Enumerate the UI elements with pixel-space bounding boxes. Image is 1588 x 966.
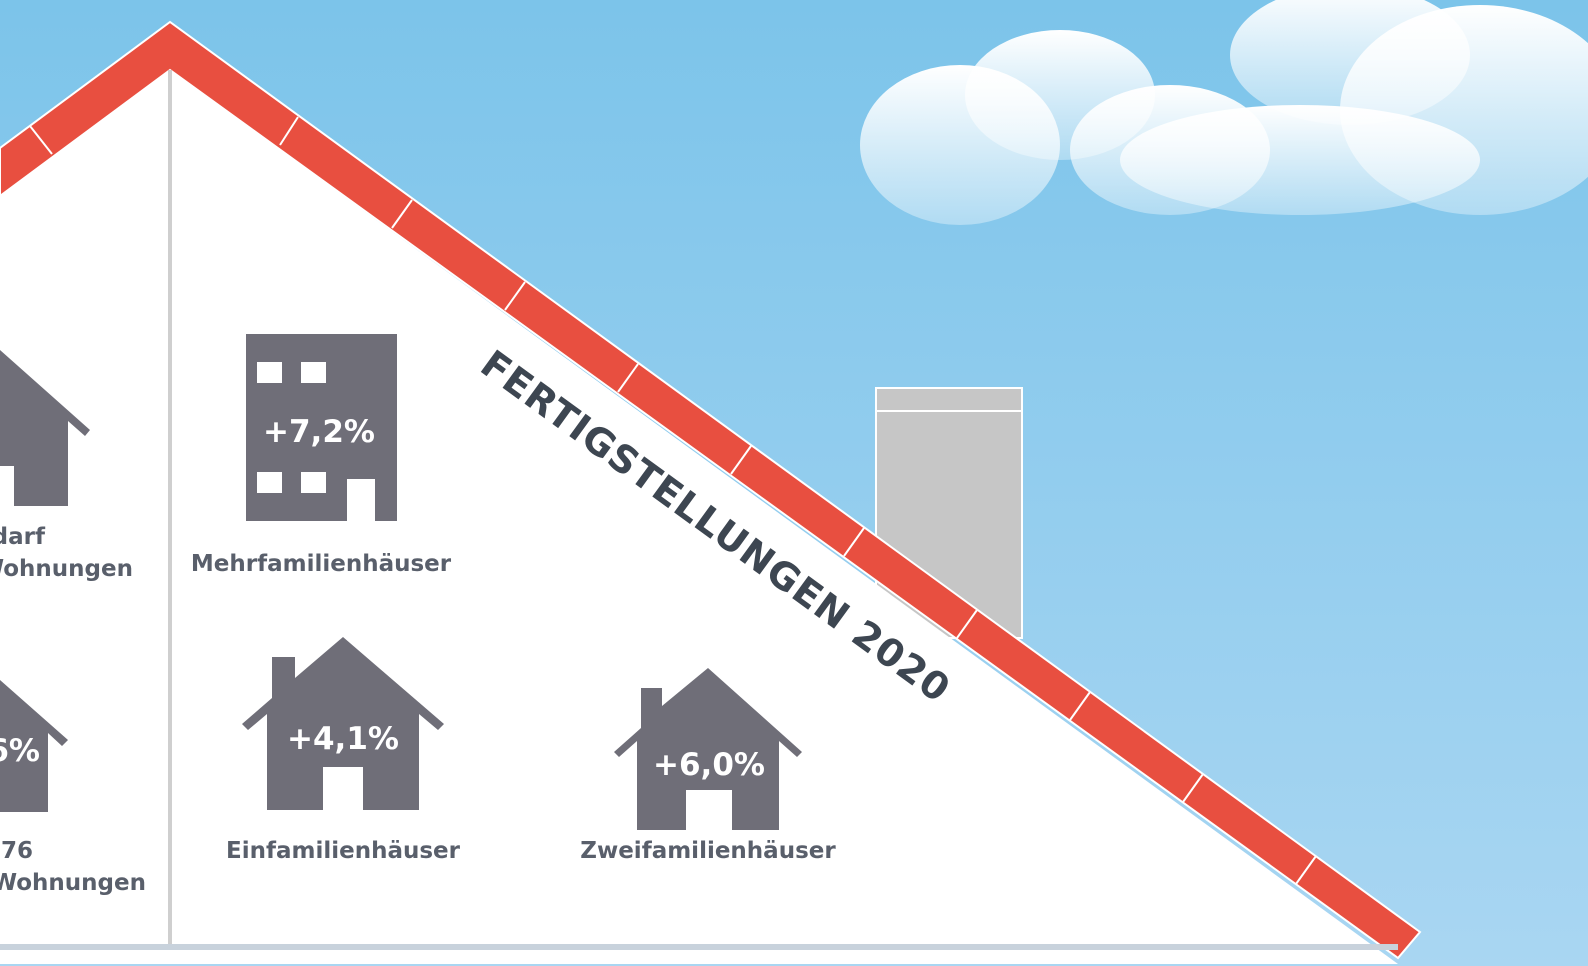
scene: darf Wohnungen 6% 76 Wohnungen +7,2% Meh… xyxy=(0,0,1588,966)
label: Einfamilienhäuser xyxy=(226,838,461,864)
value: +6,0% xyxy=(653,747,765,783)
label: Zweifamilienhäuser xyxy=(580,838,836,864)
label: Mehrfamilienhäuser xyxy=(191,551,452,577)
left-value: 6% xyxy=(0,733,40,769)
left-label: Wohnungen xyxy=(0,556,133,582)
left-label: Wohnungen xyxy=(0,870,146,896)
value: +4,1% xyxy=(287,721,399,757)
left-label: 76 xyxy=(1,838,33,864)
left-label: darf xyxy=(0,524,46,550)
page: {"title":"FERTIGSTELLUNGEN 2020", "left_… xyxy=(0,0,1588,966)
value: +7,2% xyxy=(263,414,375,450)
ground-line xyxy=(0,944,1398,950)
